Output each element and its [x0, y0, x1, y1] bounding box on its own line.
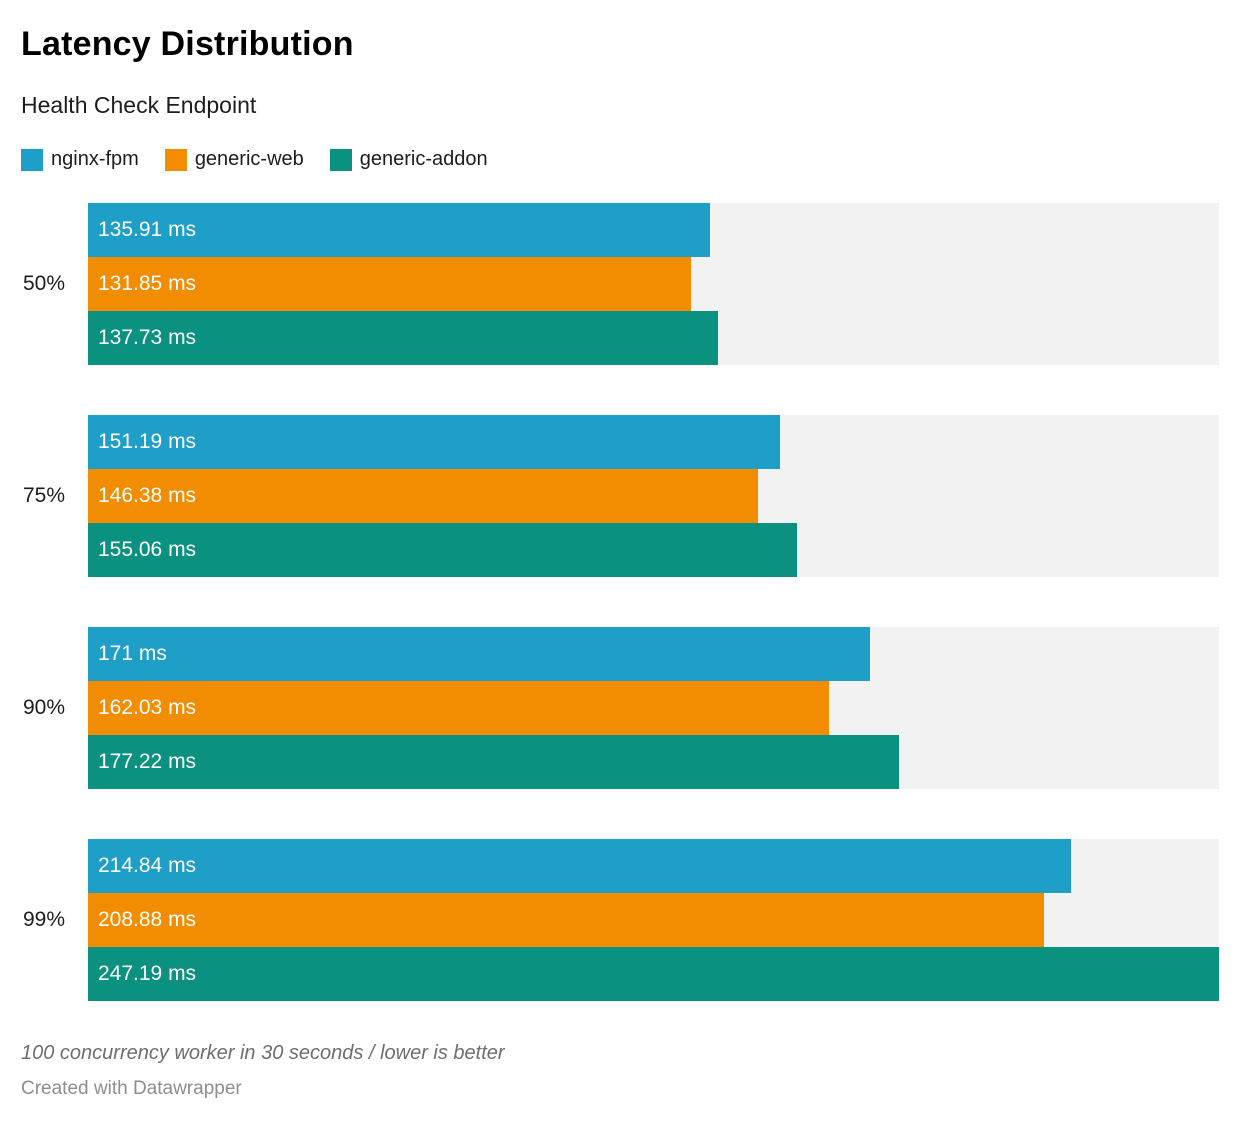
chart-subtitle: Health Check Endpoint	[21, 92, 257, 118]
bar-generic-addon: 155.06 ms	[88, 523, 798, 577]
bar-generic-web: 162.03 ms	[88, 681, 830, 735]
bar-nginx-fpm: 171 ms	[88, 627, 871, 681]
chart-note: 100 concurrency worker in 30 seconds / l…	[21, 1042, 505, 1064]
legend-label: generic-addon	[359, 148, 488, 170]
category-label: 90%	[22, 696, 65, 719]
bar-value-label: 131.85 ms	[98, 272, 197, 295]
bar-value-label: 137.73 ms	[98, 326, 197, 349]
bar-group-90: 90% 171 ms 162.03 ms 177.22 ms	[21, 627, 1219, 789]
bar-value-label: 177.22 ms	[98, 750, 197, 773]
bar-generic-web: 146.38 ms	[88, 469, 758, 523]
bar-track: 214.84 ms 208.88 ms 247.19 ms	[88, 839, 1219, 1001]
bar-value-label: 151.19 ms	[98, 430, 197, 453]
legend: nginx-fpm generic-web generic-addon	[21, 148, 1219, 171]
bar-nginx-fpm: 151.19 ms	[88, 415, 780, 469]
bar-value-label: 247.19 ms	[98, 962, 197, 985]
legend-label: nginx-fpm	[51, 148, 139, 170]
bar-value-label: 214.84 ms	[98, 854, 197, 877]
chart-container: Latency Distribution Health Check Endpoi…	[21, 25, 1219, 1099]
bar-group-75: 75% 151.19 ms 146.38 ms 155.06 ms	[21, 415, 1219, 577]
bar-value-label: 162.03 ms	[98, 696, 197, 719]
bar-chart: 50% 135.91 ms 131.85 ms 137.73 ms 75% 15…	[21, 203, 1219, 1001]
category-label: 50%	[22, 272, 65, 295]
bar-generic-web: 208.88 ms	[88, 893, 1044, 947]
page-title: Latency Distribution	[21, 25, 354, 63]
bar-value-label: 155.06 ms	[98, 538, 197, 561]
bar-value-label: 135.91 ms	[98, 218, 197, 241]
category-label: 99%	[22, 908, 65, 931]
legend-swatch-generic-web	[164, 148, 187, 171]
bar-generic-addon: 177.22 ms	[88, 735, 899, 789]
bar-track: 171 ms 162.03 ms 177.22 ms	[88, 627, 1219, 789]
legend-swatch-generic-addon	[329, 148, 352, 171]
category-label: 75%	[22, 484, 65, 507]
bar-value-label: 146.38 ms	[98, 484, 197, 507]
bar-value-label: 171 ms	[98, 642, 167, 665]
bar-value-label: 208.88 ms	[98, 908, 197, 931]
bar-nginx-fpm: 214.84 ms	[88, 839, 1071, 893]
bar-track: 135.91 ms 131.85 ms 137.73 ms	[88, 203, 1219, 365]
legend-item-nginx-fpm: nginx-fpm	[21, 148, 139, 171]
legend-label: generic-web	[194, 148, 304, 170]
legend-item-generic-addon: generic-addon	[329, 148, 488, 171]
bar-generic-addon: 247.19 ms	[88, 947, 1219, 1001]
legend-item-generic-web: generic-web	[164, 148, 304, 171]
bar-group-50: 50% 135.91 ms 131.85 ms 137.73 ms	[21, 203, 1219, 365]
legend-swatch-nginx-fpm	[21, 148, 43, 171]
bar-track: 151.19 ms 146.38 ms 155.06 ms	[88, 415, 1219, 577]
bar-generic-web: 131.85 ms	[88, 257, 692, 311]
bar-generic-addon: 137.73 ms	[88, 311, 719, 365]
datawrapper-credit-link[interactable]: Created with Datawrapper	[21, 1078, 242, 1099]
bar-nginx-fpm: 135.91 ms	[88, 203, 710, 257]
bar-group-99: 99% 214.84 ms 208.88 ms 247.19 ms	[21, 839, 1219, 1001]
